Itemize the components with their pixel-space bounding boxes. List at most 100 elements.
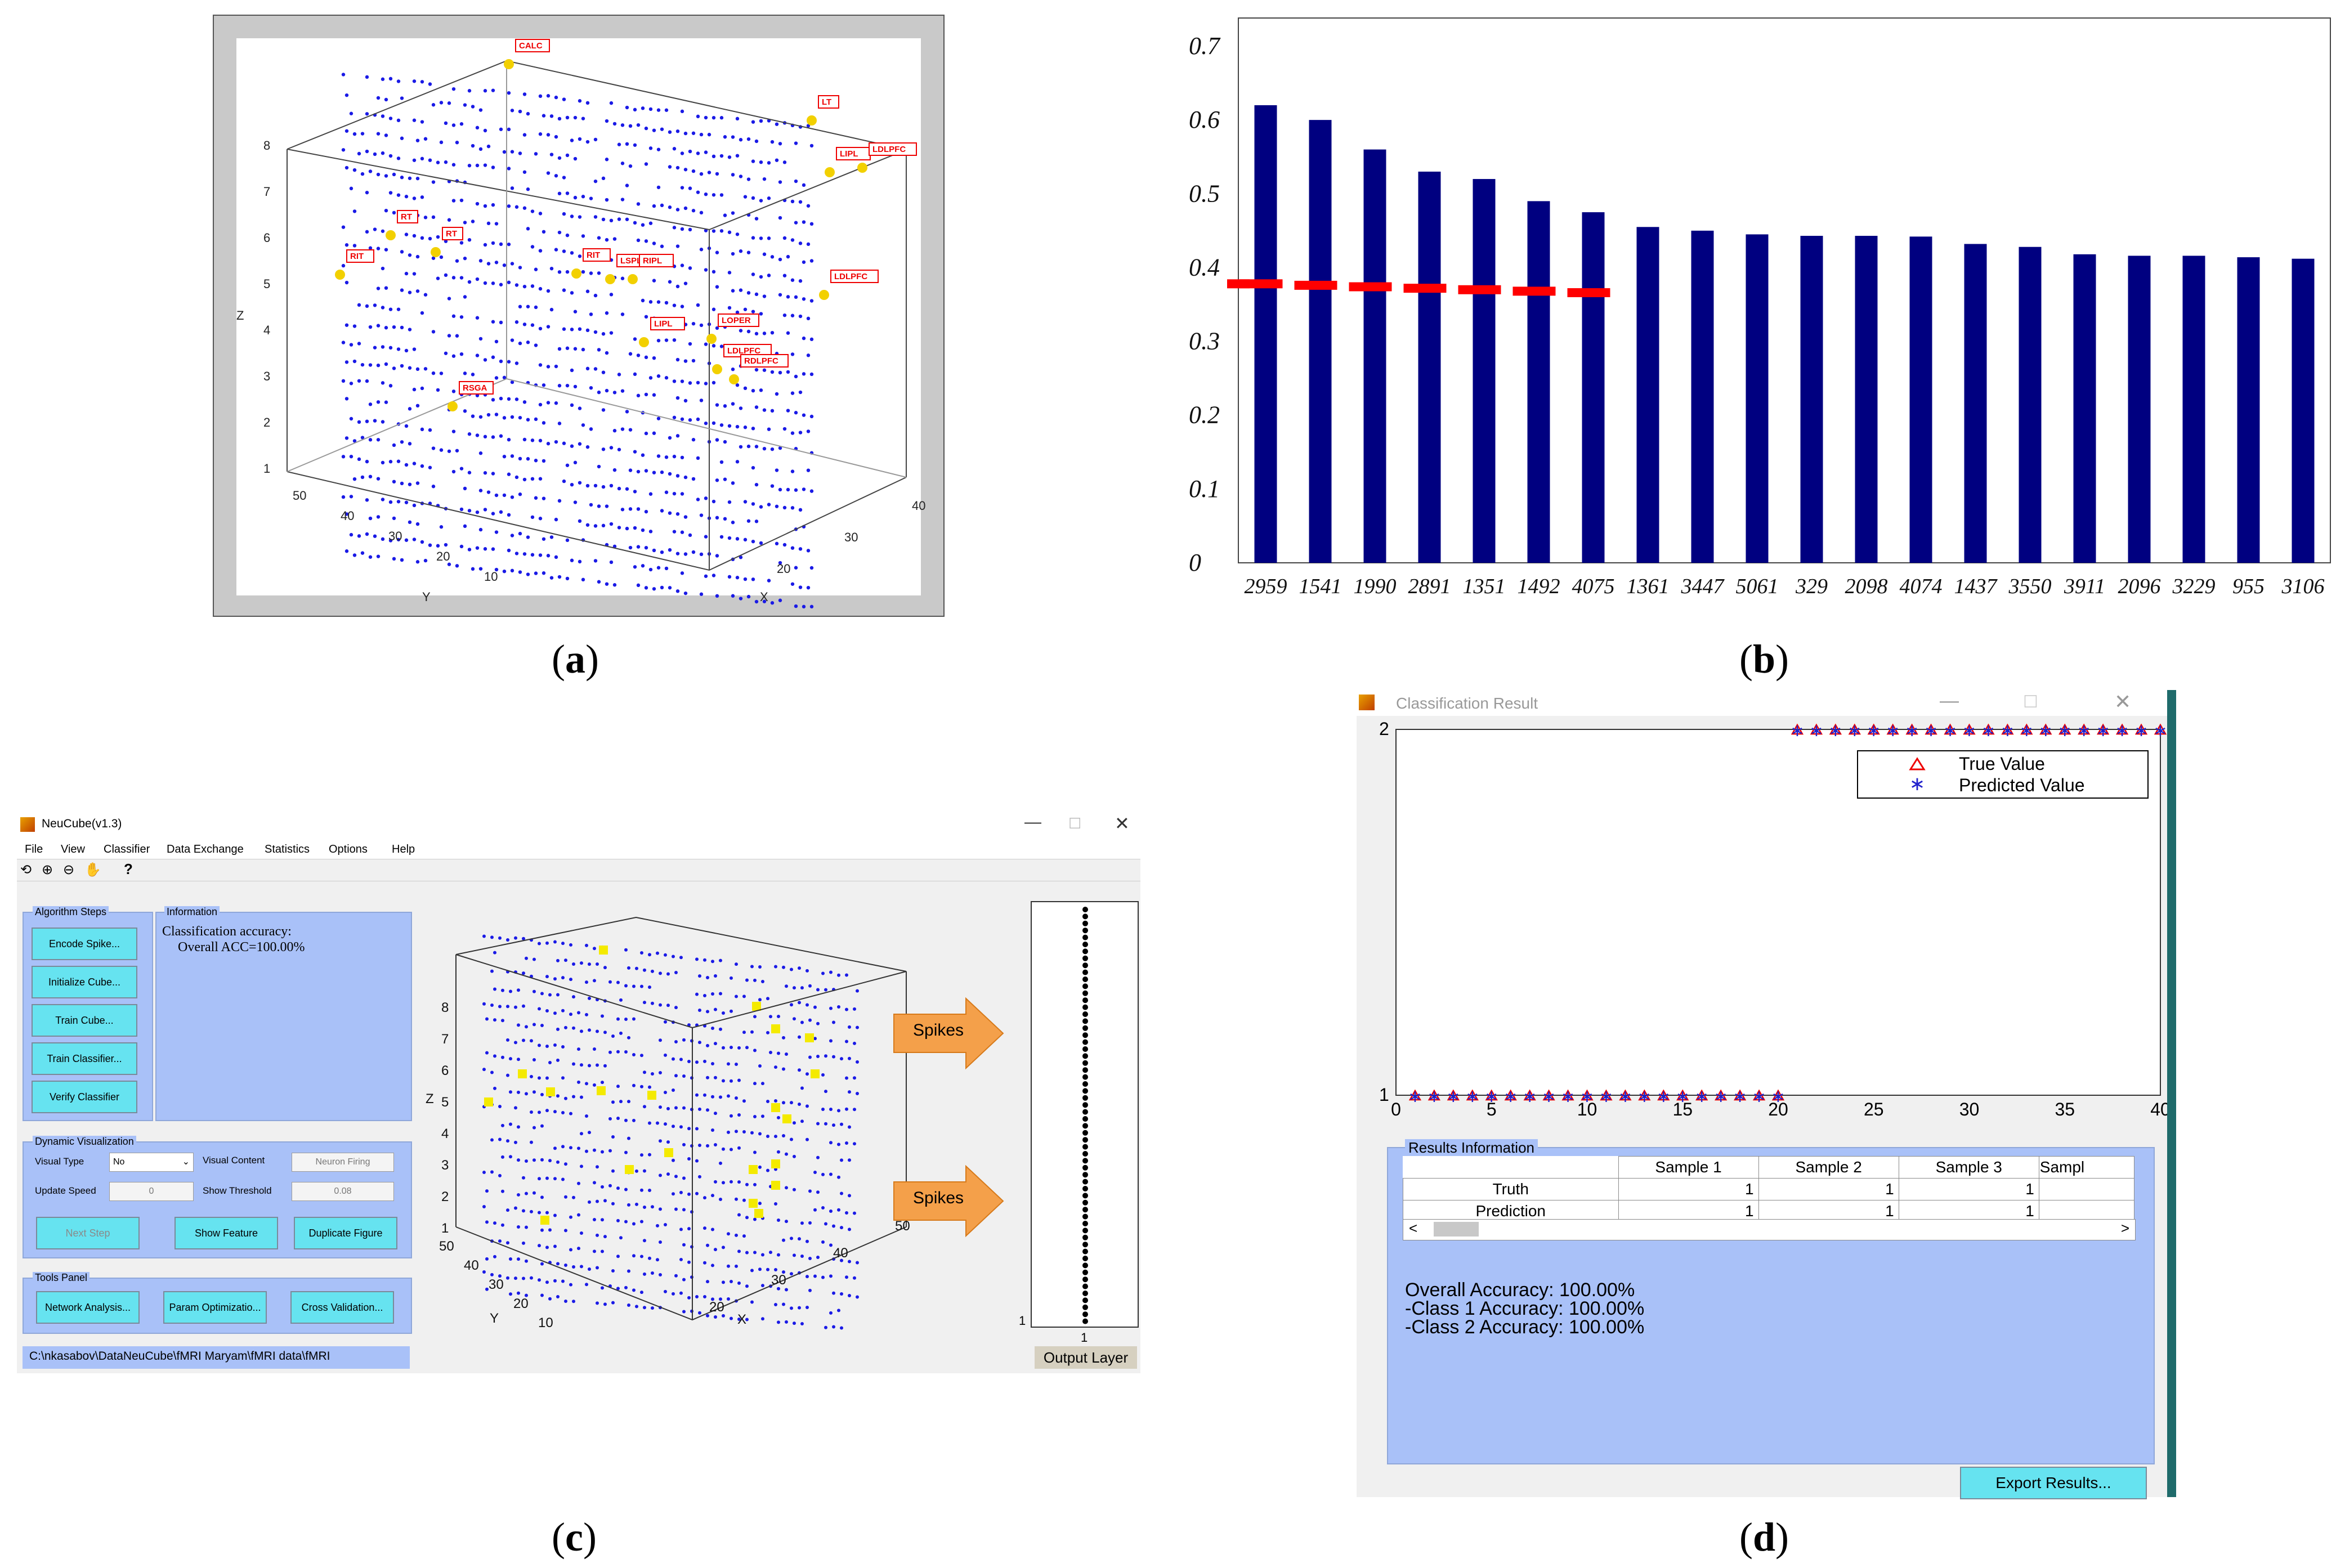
- menu-view[interactable]: View: [61, 843, 85, 855]
- neuron-dot: [674, 1074, 678, 1078]
- neuron-dot: [596, 1029, 599, 1033]
- next-step-button[interactable]: Next Step: [36, 1217, 140, 1249]
- neuron-dot: [790, 431, 795, 435]
- network-analysis-button[interactable]: Network Analysis...: [36, 1291, 140, 1324]
- minimize-icon[interactable]: —: [1024, 813, 1041, 831]
- maximize-icon[interactable]: ☐: [1068, 815, 1082, 832]
- menu-data-exchange[interactable]: Data Exchange: [167, 843, 244, 855]
- neuron-dot: [628, 428, 633, 432]
- neuron-dot: [486, 262, 491, 266]
- neuron-dot: [482, 1002, 486, 1006]
- neuron-dot: [525, 1293, 528, 1297]
- neuron-dot: [785, 984, 788, 988]
- neuron-dot: [522, 552, 527, 556]
- show-threshold-field[interactable]: 0.08: [292, 1182, 394, 1201]
- neuron-dot: [731, 289, 735, 293]
- verify-classifier-button[interactable]: Verify Classifier: [32, 1081, 137, 1113]
- neuron-dot: [758, 965, 762, 969]
- neuron-dot: [775, 122, 779, 126]
- neuron-dot: [616, 1017, 620, 1021]
- show-feature-button[interactable]: Show Feature: [174, 1217, 278, 1249]
- neuron-dot: [554, 248, 558, 252]
- neuron-dot: [627, 1136, 630, 1140]
- update-speed-field[interactable]: 0: [109, 1182, 194, 1201]
- close-icon[interactable]: ✕: [1115, 813, 1130, 834]
- train-classifier-button[interactable]: Train Classifier...: [32, 1042, 137, 1075]
- neuron-dot: [664, 108, 669, 112]
- true-value-marker: [1600, 1089, 1613, 1101]
- algorithm-steps-title: Algorithm Steps: [33, 906, 109, 918]
- neuron-dot: [491, 320, 495, 324]
- neuron-dot: [704, 150, 708, 154]
- true-value-marker: [1810, 723, 1823, 735]
- scroll-right-icon[interactable]: >: [2120, 1220, 2129, 1237]
- zoom-in-icon[interactable]: ⊕: [42, 862, 53, 877]
- neuron-dot: [672, 226, 677, 230]
- export-results-button[interactable]: Export Results...: [1960, 1467, 2147, 1499]
- neuron-dot: [593, 1218, 596, 1222]
- neuron-dot: [581, 234, 585, 238]
- neuron-dot: [759, 388, 763, 392]
- neuron-dot: [585, 980, 588, 984]
- rotate-icon[interactable]: ⟲: [20, 862, 32, 877]
- train-cube-button[interactable]: Train Cube...: [32, 1004, 137, 1037]
- horizontal-scrollbar[interactable]: < >: [1403, 1219, 2136, 1240]
- neuron-dot: [704, 115, 708, 120]
- neuron-dot: [666, 1140, 670, 1144]
- minimize-icon-d[interactable]: —: [1940, 690, 1959, 711]
- initialize-cube-button[interactable]: Initialize Cube...: [32, 966, 137, 998]
- menu-options[interactable]: Options: [329, 843, 368, 855]
- menu-statistics[interactable]: Statistics: [265, 843, 310, 855]
- neuron-dot: [745, 1216, 749, 1220]
- neuron-dot: [767, 427, 771, 431]
- menu-classifier[interactable]: Classifier: [104, 843, 150, 855]
- neuron-dot: [532, 1191, 536, 1195]
- menu-file[interactable]: File: [25, 843, 43, 855]
- help-icon[interactable]: ?: [124, 861, 133, 877]
- neuron-dot: [711, 1026, 714, 1030]
- x-tick-label: 15: [1672, 1099, 1693, 1119]
- neuron-dot: [719, 193, 724, 197]
- visual-content-value: Neuron Firing: [315, 1157, 370, 1167]
- neuron-dot: [554, 401, 558, 405]
- neuron-dot: [373, 346, 377, 350]
- neuron-dot: [762, 368, 767, 372]
- neuron-dot: [593, 1047, 596, 1051]
- close-icon-d[interactable]: ✕: [2114, 690, 2132, 713]
- neuron-dot: [727, 271, 732, 275]
- region-marker: [597, 1086, 606, 1095]
- neuron-dot: [759, 119, 763, 123]
- neuron-dot: [675, 165, 680, 170]
- neuron-dot: [593, 979, 596, 983]
- neuron-dot: [502, 569, 507, 574]
- visual-content-select[interactable]: Neuron Firing: [292, 1153, 394, 1172]
- region-label-box: [718, 313, 759, 327]
- cross-validation-button[interactable]: Cross Validation...: [290, 1291, 394, 1324]
- scroll-thumb[interactable]: [1434, 1222, 1479, 1237]
- neuron-dot: [644, 469, 648, 473]
- zoom-out-icon[interactable]: ⊖: [63, 862, 75, 877]
- neuron-dot: [707, 132, 711, 137]
- neuron-dot: [644, 392, 648, 397]
- true-value-marker: [1408, 1089, 1422, 1101]
- true-value-marker: [2078, 723, 2091, 735]
- encode-spike-button[interactable]: Encode Spike...: [32, 928, 137, 960]
- neuron-dot: [545, 1280, 549, 1284]
- neuron-dot: [408, 328, 412, 331]
- neuron-dot: [786, 370, 790, 374]
- pan-icon[interactable]: ✋: [84, 862, 101, 877]
- maximize-icon-d[interactable]: ☐: [2023, 693, 2038, 711]
- visual-type-select[interactable]: No ⌄: [109, 1153, 194, 1172]
- scroll-left-icon[interactable]: <: [1409, 1220, 1418, 1237]
- neuron-dot: [664, 1222, 667, 1226]
- neuron-dot: [601, 447, 606, 451]
- param-optimization-button[interactable]: Param Optimizatio...: [163, 1291, 267, 1324]
- neuron-dot: [856, 1261, 859, 1265]
- menu-help[interactable]: Help: [392, 843, 415, 855]
- neuron-dot: [698, 1107, 701, 1111]
- neuron-dot: [498, 1104, 502, 1108]
- neuron-dot: [585, 140, 590, 144]
- duplicate-figure-button[interactable]: Duplicate Figure: [294, 1217, 397, 1249]
- neuron-dot: [532, 1090, 536, 1094]
- z-axis-label: Z: [236, 308, 244, 322]
